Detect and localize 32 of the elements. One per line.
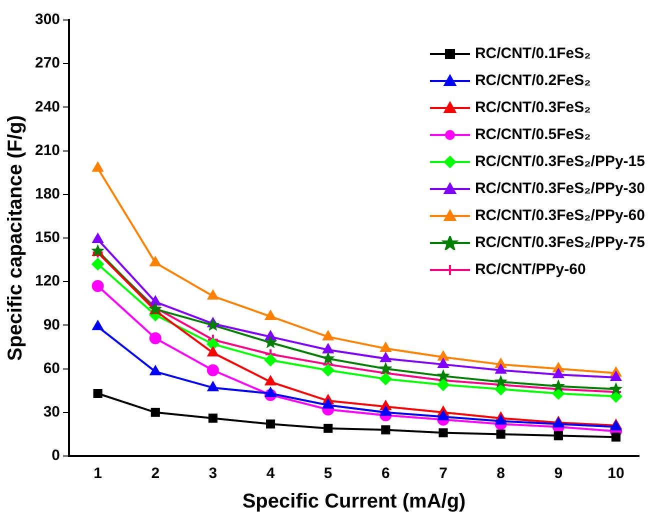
legend-label: RC/CNT/PPy-60 [474,261,586,278]
legend-label: RC/CNT/0.5FeS₂ [474,126,591,143]
x-tick-label: 4 [266,465,276,482]
x-tick-label: 7 [439,465,448,482]
x-tick-label: 10 [608,465,624,482]
x-tick-label: 8 [496,465,505,482]
x-tick-label: 5 [324,465,332,482]
y-tick-label: 300 [34,11,60,28]
legend-label: RC/CNT/0.3FeS₂/PPy-15 [474,153,645,170]
x-tick-label: 6 [382,465,390,482]
x-tick-label: 2 [151,465,160,482]
y-tick-label: 0 [52,447,60,464]
y-axis-title: Specific capacitance (F/g) [4,115,27,361]
legend-label: RC/CNT/0.3FeS₂/PPy-60 [474,207,645,224]
y-tick-label: 120 [34,272,60,290]
x-tick-label: 1 [94,465,102,482]
legend-label: RC/CNT/0.3FeS₂/PPy-30 [474,180,645,197]
x-axis-title: Specific Current (mA/g) [242,490,466,513]
legend-label: RC/CNT/0.3FeS₂/PPy-75 [474,234,645,251]
y-tick-label: 240 [34,98,60,116]
y-tick-label: 180 [34,186,60,203]
legend-label: RC/CNT/0.2FeS₂ [474,72,591,89]
x-tick-label: 3 [208,465,218,482]
y-tick-label: 60 [43,360,60,377]
legend-label: RC/CNT/0.1FeS₂ [474,45,591,62]
y-tick-label: 210 [34,142,60,159]
legend-label: RC/CNT/0.3FeS₂ [474,99,591,116]
y-tick-label: 150 [34,229,60,246]
y-tick-label: 270 [34,54,60,72]
y-tick-label: 90 [43,316,60,334]
x-tick-label: 9 [554,465,563,482]
y-tick-label: 30 [43,404,60,421]
